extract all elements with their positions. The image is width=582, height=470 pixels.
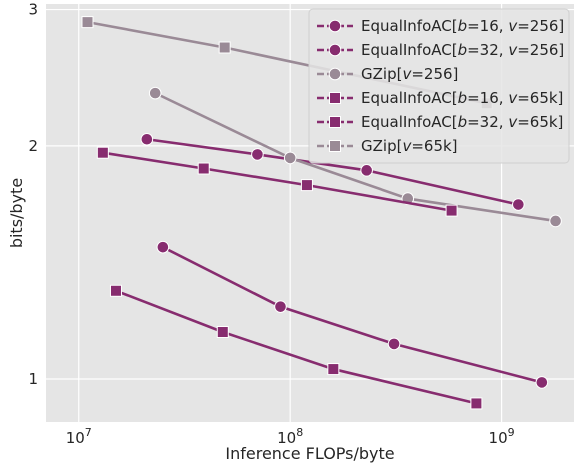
- legend-label-part: =32,: [467, 41, 508, 59]
- x-tick-base: 10: [66, 429, 85, 447]
- x-tick-base: 10: [277, 429, 296, 447]
- legend-label-part: =256]: [517, 17, 564, 35]
- data-point: [156, 240, 170, 254]
- data-point: [251, 148, 264, 161]
- legend-label-variable: b: [458, 41, 468, 59]
- series-5: [96, 146, 458, 217]
- legend-label-variable: b: [458, 89, 468, 107]
- legend-marker: [328, 43, 342, 57]
- data-point: [109, 284, 122, 297]
- x-tick-exponent: 8: [296, 426, 303, 439]
- data-point: [81, 16, 94, 29]
- legend-label-part: =65k]: [411, 137, 457, 155]
- data-point: [140, 132, 154, 146]
- legend-label-variable: v: [402, 137, 412, 155]
- legend-label-part: EqualInfoAC[: [361, 41, 458, 59]
- legend-label-part: =65k]: [517, 89, 563, 107]
- legend-marker: [329, 92, 341, 104]
- legend-item: EqualInfoAC[b=16, v=256]: [317, 17, 564, 35]
- x-tick-label: 109: [489, 426, 515, 447]
- series-3: [148, 86, 562, 228]
- legend-label-part: GZip[: [361, 65, 402, 83]
- series-line: [154, 91, 556, 223]
- legend-label-part: GZip[: [361, 137, 402, 155]
- data-point: [197, 162, 210, 175]
- legend-label-part: =16,: [467, 89, 508, 107]
- x-tick-base: 10: [489, 429, 508, 447]
- series-line: [102, 151, 452, 212]
- data-point: [445, 204, 458, 217]
- legend-marker: [329, 116, 341, 128]
- legend: EqualInfoAC[b=16, v=256]EqualInfoAC[b=32…: [308, 8, 570, 164]
- legend-label-variable: v: [508, 17, 518, 35]
- legend-label-part: EqualInfoAC[: [361, 89, 458, 107]
- legend-label-part: =16,: [467, 17, 508, 35]
- legend-label: GZip[v=256]: [361, 65, 458, 83]
- legend-label-variable: v: [508, 113, 518, 131]
- x-tick-exponent: 7: [85, 426, 92, 439]
- legend-box: [308, 8, 570, 164]
- y-tick-label: 1: [28, 370, 38, 388]
- legend-label-variable: v: [508, 41, 518, 59]
- legend-item: EqualInfoAC[b=32, v=65k]: [317, 113, 563, 131]
- series-line: [115, 289, 477, 405]
- legend-label: EqualInfoAC[b=32, v=65k]: [361, 113, 563, 131]
- legend-item: EqualInfoAC[b=32, v=256]: [317, 41, 564, 59]
- data-point: [360, 164, 373, 177]
- legend-label: GZip[v=65k]: [361, 137, 458, 155]
- legend-label: EqualInfoAC[b=32, v=256]: [361, 41, 564, 59]
- data-point: [96, 146, 109, 159]
- legend-item: GZip[v=65k]: [317, 137, 458, 155]
- legend-label-variable: v: [508, 89, 518, 107]
- x-tick-label: 107: [66, 426, 92, 447]
- x-tick-label: 108: [277, 426, 303, 447]
- legend-item: EqualInfoAC[b=16, v=65k]: [317, 89, 563, 107]
- data-point: [470, 397, 483, 410]
- series-1: [156, 240, 549, 389]
- x-tick-exponent: 9: [508, 426, 515, 439]
- legend-label-variable: b: [458, 17, 468, 35]
- legend-label-part: =256]: [411, 65, 458, 83]
- data-point: [549, 214, 562, 228]
- legend-label-part: =256]: [517, 41, 564, 59]
- legend-label-part: EqualInfoAC[: [361, 17, 458, 35]
- data-point: [300, 179, 313, 192]
- series-line: [162, 246, 543, 384]
- data-point: [327, 363, 340, 376]
- y-tick-label: 2: [28, 137, 38, 155]
- legend-label-variable: b: [458, 113, 468, 131]
- legend-label-part: =65k]: [517, 113, 563, 131]
- legend-marker: [329, 140, 341, 152]
- legend-item: GZip[v=256]: [317, 65, 458, 83]
- y-axis-label: bits/byte: [7, 178, 26, 248]
- legend-marker: [328, 67, 342, 81]
- data-point: [387, 337, 401, 351]
- legend-label: EqualInfoAC[b=16, v=256]: [361, 17, 564, 35]
- legend-label-variable: v: [402, 65, 412, 83]
- y-tick-label: 3: [28, 1, 38, 19]
- data-point: [283, 151, 297, 165]
- data-point: [216, 326, 229, 339]
- data-point: [512, 198, 525, 211]
- legend-label: EqualInfoAC[b=16, v=65k]: [361, 89, 563, 107]
- data-point: [274, 300, 287, 313]
- data-point: [218, 41, 231, 54]
- data-point: [148, 86, 162, 100]
- legend-label-part: EqualInfoAC[: [361, 113, 458, 131]
- series-4: [109, 284, 483, 410]
- legend-marker: [328, 19, 342, 33]
- data-point: [535, 376, 549, 389]
- legend-label-part: =32,: [467, 113, 508, 131]
- x-axis-label: Inference FLOPs/byte: [225, 444, 394, 463]
